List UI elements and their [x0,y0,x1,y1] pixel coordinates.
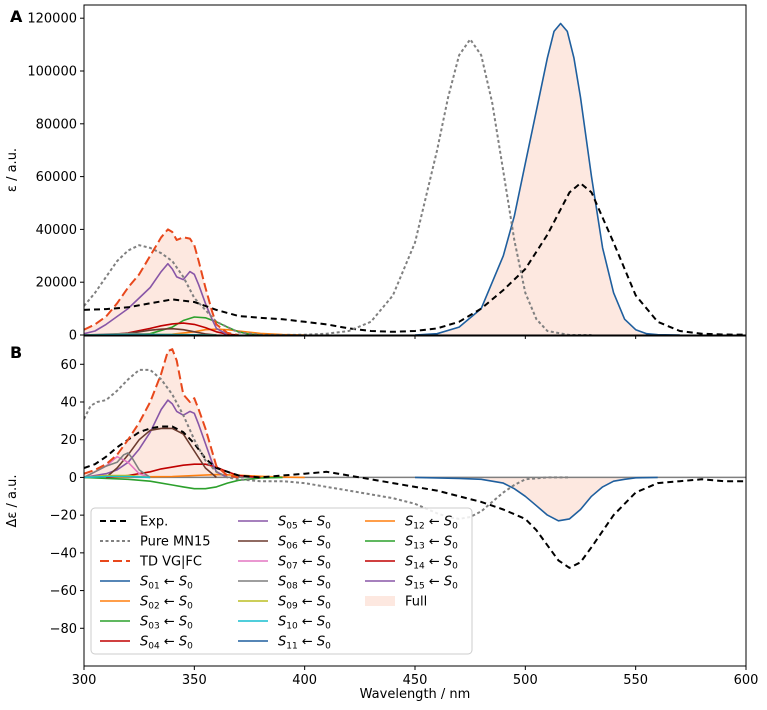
legend: Exp. Pure MN15 TD VG|FC S01 ← S0 S02 ← S0 S03… [90,507,473,655]
legend-label: TD VG|FC [139,555,202,570]
legend-entry: S01 ← S0 [100,575,193,592]
legend-entry: Full [365,595,427,610]
legend-entry: S09 ← S0 [238,595,331,612]
legend-entry: S15 ← S0 [365,575,458,592]
legend-label: Pure MN15 [140,535,211,550]
legend-entry: Exp. [100,515,168,530]
series-s01-s0 [414,22,680,335]
y-tick-label: 60 [60,358,77,373]
y-tick-label: 20 [60,433,77,448]
legend-label: Exp. [140,515,168,530]
y-tick-label: −20 [50,509,77,524]
series-s05-s0 [84,399,228,479]
y-tick-label: −40 [50,546,77,561]
y-axis-label: Δε / a.u. [5,474,20,527]
series-exp- [84,425,746,569]
series-s04-s0 [106,322,239,335]
legend-label: S15 ← S0 [405,575,458,592]
legend-entry: S03 ← S0 [100,615,193,632]
y-tick-label: 0 [69,329,77,344]
legend-swatch [365,596,395,606]
x-tick-label: 400 [292,673,317,688]
x-tick-label: 300 [72,673,97,688]
plot-area [84,22,746,335]
legend-label: S07 ← S0 [278,555,331,572]
legend-box [90,507,473,655]
x-tick-label: 350 [182,673,207,688]
legend-label: S05 ← S0 [278,515,331,532]
legend-label: S06 ← S0 [278,535,331,552]
x-axis-label: Wavelength / nm [360,687,471,702]
series-s10-s0 [84,475,151,479]
legend-entry: Pure MN15 [100,535,211,550]
legend-entry: S10 ← S0 [238,615,331,632]
y-tick-label: −60 [50,584,77,599]
series-pure-mn15 [84,38,592,335]
series-full-fill [84,23,680,335]
legend-label: S11 ← S0 [278,635,331,652]
legend-entry: S07 ← S0 [238,555,331,572]
legend-entry: S04 ← S0 [100,635,193,652]
panel-label: B [10,343,22,362]
panel-a: 0 20000 40000 60000 80000 100000 120000 Aε / a.… [5,4,747,344]
legend-entry: S08 ← S0 [238,575,331,592]
legend-entry: S13 ← S0 [365,535,458,552]
series-td-vg-fc [84,348,239,479]
y-tick-label: −80 [50,622,77,637]
y-tick-label: 100000 [27,65,77,80]
y-axis-label: ε / a.u. [5,148,20,192]
x-tick-label: 600 [734,673,759,688]
series-exp- [84,182,746,335]
legend-label: S03 ← S0 [140,615,193,632]
legend-label: S12 ← S0 [405,515,458,532]
legend-entry: S06 ← S0 [238,535,331,552]
y-tick-label: 20000 [36,276,77,291]
series-s03-s0 [84,476,283,490]
series-s08-s0 [84,452,151,479]
legend-label: S04 ← S0 [140,635,193,652]
legend-label: S09 ← S0 [278,595,331,612]
y-tick-label: 0 [69,471,77,486]
legend-entry: TD VG|FC [100,555,202,570]
panel-b: −80 −60 −40 −20 0 20 40 60 300 350 400 450 500 550 600… [5,335,759,702]
legend-label: S13 ← S0 [405,535,458,552]
legend-entry: S02 ← S0 [100,595,193,612]
plot-area [84,348,746,569]
legend-label: S14 ← S0 [405,555,458,572]
y-tick-label: 40000 [36,223,77,238]
legend-entry: S12 ← S0 [365,515,458,532]
y-tick-label: 80000 [36,117,77,132]
legend-entry: S05 ← S0 [238,515,331,532]
y-tick-label: 120000 [27,12,77,27]
x-tick-label: 500 [513,673,538,688]
y-tick-label: 40 [60,396,77,411]
legend-label: S02 ← S0 [140,595,193,612]
legend-label: S08 ← S0 [278,575,331,592]
series-full-fill [84,349,658,521]
series-s01-s0 [414,476,658,522]
series-s06-s0 [105,427,217,479]
legend-label: S10 ← S0 [278,615,331,632]
legend-label: S01 ← S0 [140,575,193,592]
x-tick-label: 550 [623,673,648,688]
series-s06-s0 [106,327,217,335]
x-tick-label: 450 [403,673,428,688]
series-td-vg-fc [84,228,239,335]
legend-entry: S11 ← S0 [238,635,331,652]
legend-label: Full [405,595,427,610]
series-s05-s0 [84,262,228,335]
y-tick-label: 60000 [36,170,77,185]
legend-entry: S14 ← S0 [365,555,458,572]
panel-label: A [10,7,23,26]
